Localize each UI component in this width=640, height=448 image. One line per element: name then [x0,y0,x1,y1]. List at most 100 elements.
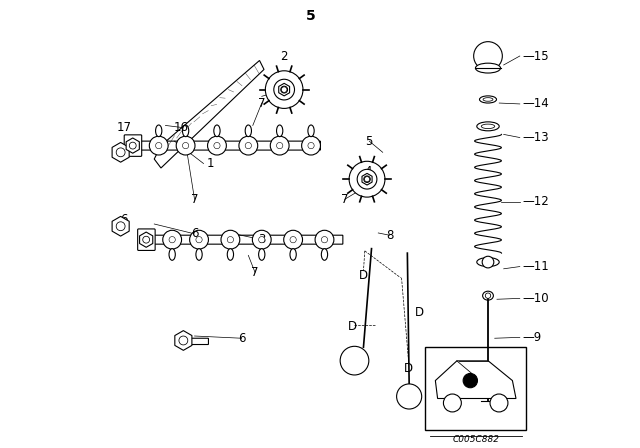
FancyBboxPatch shape [124,135,141,156]
Text: D: D [348,319,357,333]
Circle shape [227,237,234,243]
Circle shape [463,374,477,388]
Circle shape [143,236,150,243]
Circle shape [182,142,189,149]
Polygon shape [279,83,289,96]
Circle shape [116,222,125,231]
Ellipse shape [214,125,220,137]
Circle shape [357,169,377,189]
Circle shape [221,230,240,249]
Circle shape [266,71,303,108]
FancyBboxPatch shape [189,338,209,345]
Circle shape [176,136,195,155]
Text: 5: 5 [306,9,316,23]
Circle shape [245,142,252,149]
Circle shape [282,87,287,92]
FancyBboxPatch shape [138,229,155,250]
Text: D: D [404,362,413,375]
Polygon shape [435,361,516,399]
Circle shape [301,136,321,155]
Ellipse shape [476,63,500,73]
Circle shape [290,237,296,243]
Text: 7: 7 [341,193,348,206]
Ellipse shape [182,125,189,137]
Circle shape [274,79,294,100]
Text: 7: 7 [252,266,259,279]
Polygon shape [175,331,192,350]
Circle shape [156,142,162,149]
Circle shape [252,230,271,249]
Circle shape [239,136,258,155]
Text: —15: —15 [522,49,548,63]
Circle shape [308,142,314,149]
Text: —13: —13 [522,131,548,144]
Circle shape [189,230,209,249]
Circle shape [276,142,283,149]
Ellipse shape [477,258,499,267]
Ellipse shape [308,125,314,137]
Text: 7: 7 [191,193,198,206]
Ellipse shape [321,249,328,260]
Text: 2: 2 [280,49,288,63]
Text: —10: —10 [522,292,548,305]
Circle shape [490,394,508,412]
Circle shape [444,394,461,412]
Text: C005C882: C005C882 [452,435,499,444]
Text: 16: 16 [173,121,189,134]
FancyBboxPatch shape [425,347,526,430]
Circle shape [259,237,265,243]
Text: 4: 4 [364,165,372,178]
Circle shape [482,256,494,268]
Text: 6: 6 [238,332,245,345]
Circle shape [284,230,303,249]
Ellipse shape [259,249,265,260]
Polygon shape [140,232,153,247]
Text: —14: —14 [522,97,548,111]
Ellipse shape [169,249,175,260]
Ellipse shape [276,125,283,137]
Circle shape [163,230,182,249]
Circle shape [315,230,334,249]
Circle shape [485,293,491,298]
Circle shape [270,136,289,155]
Text: —12: —12 [522,195,548,208]
Polygon shape [362,173,372,185]
Polygon shape [112,216,129,236]
Polygon shape [112,142,129,162]
Text: 1: 1 [207,157,214,170]
Text: 8: 8 [386,228,393,242]
Polygon shape [126,138,140,153]
Text: 5: 5 [365,134,373,148]
Circle shape [149,136,168,155]
Circle shape [281,86,287,93]
Circle shape [196,237,202,243]
Circle shape [207,136,227,155]
Circle shape [214,142,220,149]
Text: D: D [359,269,368,282]
Ellipse shape [245,125,252,137]
Text: D: D [415,306,424,319]
Circle shape [116,148,125,157]
Circle shape [179,336,188,345]
Text: 17: 17 [116,121,132,134]
Ellipse shape [483,98,493,101]
Text: 3: 3 [258,233,266,246]
Ellipse shape [479,96,497,103]
FancyBboxPatch shape [140,141,321,150]
Ellipse shape [477,122,499,131]
Circle shape [364,177,370,182]
Circle shape [349,161,385,197]
Text: 6: 6 [191,227,198,241]
Circle shape [129,142,136,149]
Circle shape [340,346,369,375]
Circle shape [321,237,328,243]
Ellipse shape [481,124,495,129]
Polygon shape [154,60,264,168]
Ellipse shape [156,125,162,137]
Ellipse shape [196,249,202,260]
Text: 6: 6 [120,213,128,226]
Text: —9: —9 [522,331,541,344]
Ellipse shape [290,249,296,260]
Circle shape [397,384,422,409]
Text: 7: 7 [258,96,266,110]
